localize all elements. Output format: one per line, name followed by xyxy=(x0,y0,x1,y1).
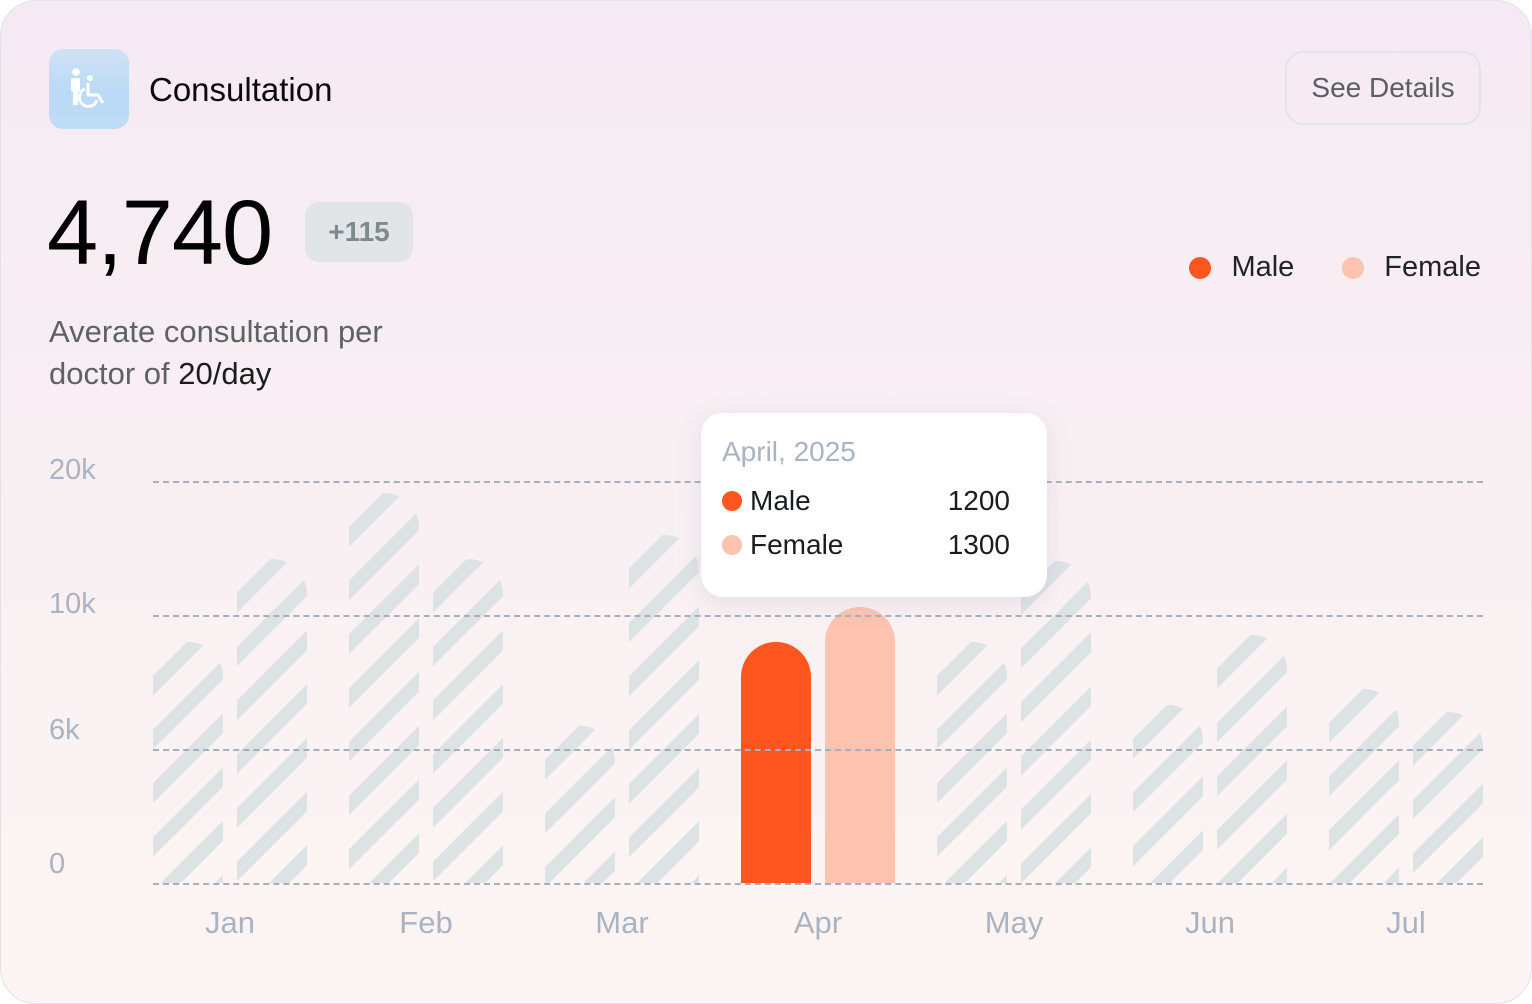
tooltip-value: 1300 xyxy=(947,529,1010,560)
tooltip-value: 1200 xyxy=(947,485,1010,516)
card-title: Consultation xyxy=(149,71,333,108)
legend-item-female[interactable]: Female xyxy=(1342,251,1481,284)
male-dot-icon xyxy=(722,491,742,511)
tooltip-title: April, 2025 xyxy=(722,436,856,467)
chart-legend: Male Female xyxy=(1141,251,1481,284)
legend-item-male[interactable]: Male xyxy=(1189,251,1294,284)
female-dot-icon xyxy=(722,535,742,555)
x-tick-label: Feb xyxy=(399,905,453,940)
x-tick-label: Mar xyxy=(595,905,649,940)
tooltip-row-male: Male 1200 xyxy=(722,485,1010,517)
y-tick-label: 10k xyxy=(49,588,96,620)
legend-label: Female xyxy=(1384,251,1481,283)
x-tick-label: Jun xyxy=(1185,905,1235,940)
female-dot-icon xyxy=(1342,256,1365,279)
bar-jun-male[interactable] xyxy=(1133,705,1203,883)
male-dot-icon xyxy=(1189,256,1212,279)
bar-jun-female[interactable] xyxy=(1217,635,1287,883)
gridline xyxy=(153,615,1483,617)
x-tick-label: Jul xyxy=(1386,905,1426,940)
bar-jan-female[interactable] xyxy=(237,558,307,883)
bar-may-male[interactable] xyxy=(937,641,1007,883)
total-consultations: 4,740 xyxy=(47,182,273,284)
see-details-button[interactable]: See Details xyxy=(1285,51,1481,125)
y-tick-label: 0 xyxy=(49,848,66,880)
y-tick-label: 20k xyxy=(49,454,96,486)
x-tick-label: May xyxy=(984,905,1044,940)
bar-mar-female[interactable] xyxy=(629,534,699,883)
bar-jul-male[interactable] xyxy=(1329,688,1399,883)
average-description: Averate consultation per doctor of 20/da… xyxy=(49,311,469,395)
accessibility-wheelchair-icon xyxy=(49,49,129,129)
bar-jan-male[interactable] xyxy=(153,641,223,883)
bar-jul-female[interactable] xyxy=(1413,712,1483,883)
legend-label: Male xyxy=(1231,251,1295,283)
chart-tooltip: April, 2025 Male 1200 Female 1300 xyxy=(701,413,1047,597)
bar-may-female[interactable] xyxy=(1021,561,1091,883)
gridline xyxy=(153,749,1483,751)
bar-feb-male[interactable] xyxy=(349,493,419,883)
bar-apr-male[interactable] xyxy=(741,641,811,883)
bar-feb-female[interactable] xyxy=(433,558,503,883)
tooltip-row-female: Female 1300 xyxy=(722,529,1010,561)
gridline xyxy=(153,883,1483,885)
y-tick-label: 6k xyxy=(49,714,80,746)
average-description-prefix: Averate consultation per doctor of xyxy=(49,314,383,391)
bar-mar-male[interactable] xyxy=(545,725,615,883)
tooltip-label: Female xyxy=(750,529,844,560)
bar-apr-female[interactable] xyxy=(825,606,895,883)
delta-badge: +115 xyxy=(305,202,413,262)
x-tick-label: Apr xyxy=(793,905,843,940)
x-tick-label: Jan xyxy=(205,905,255,940)
tooltip-label: Male xyxy=(750,485,811,516)
average-description-value: 20/day xyxy=(178,356,272,391)
